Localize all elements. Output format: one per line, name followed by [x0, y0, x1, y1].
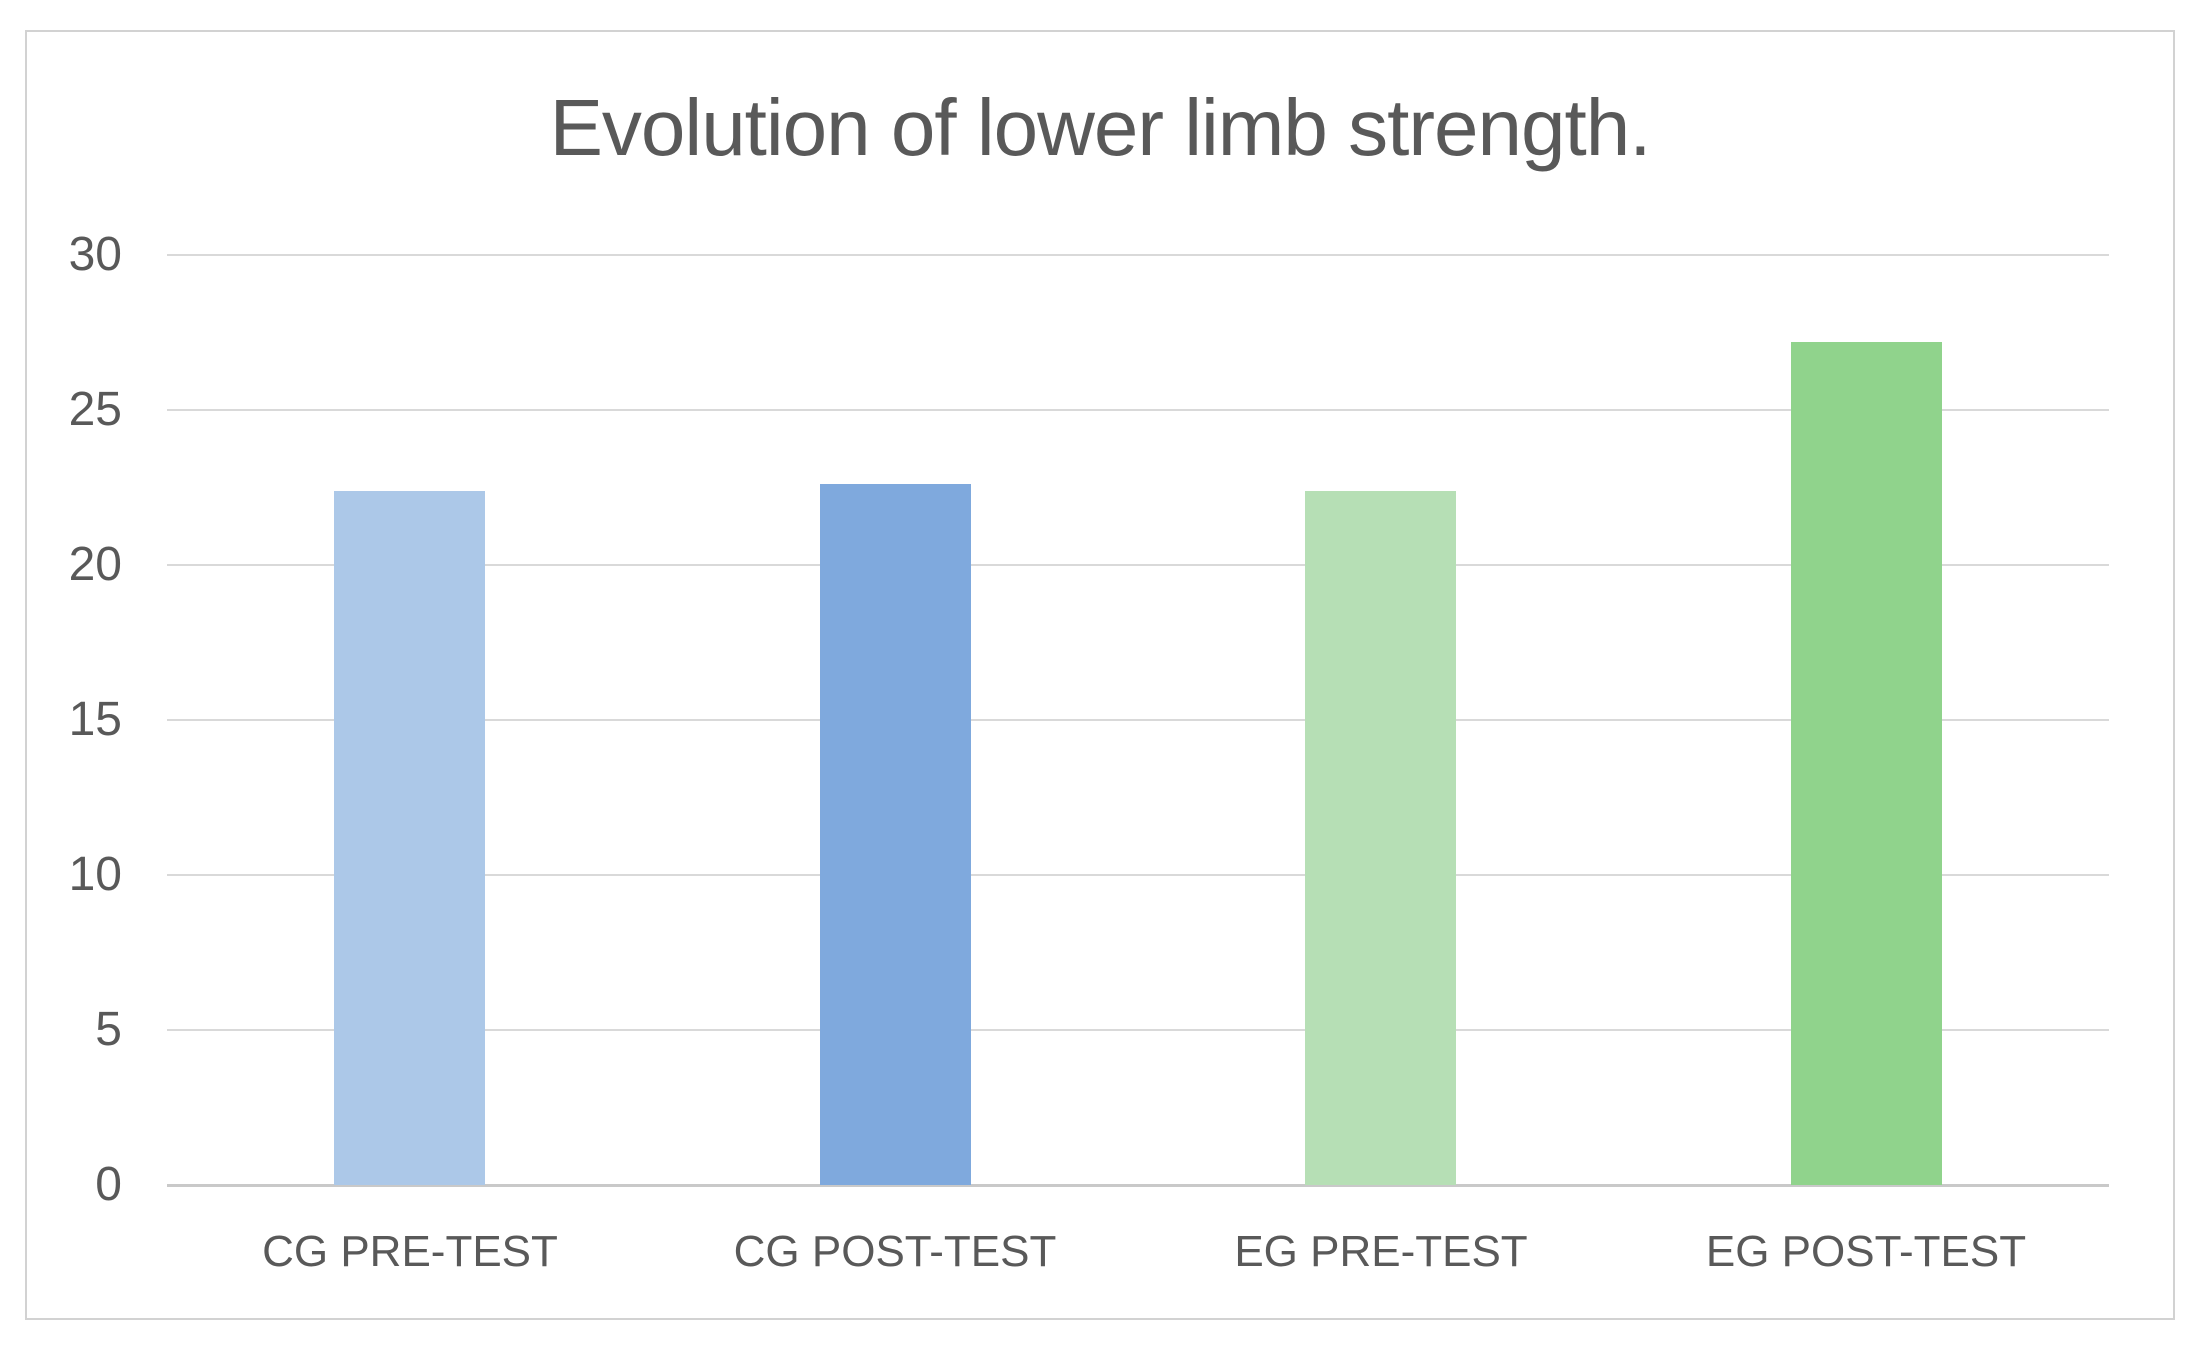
y-gridline-5 — [167, 1029, 2109, 1031]
x-axis-category-label-cg-post-test: CG POST-TEST — [733, 1227, 1057, 1276]
y-axis-tick-label-20: 20 — [68, 538, 122, 591]
y-axis-tick-label-30: 30 — [68, 228, 122, 281]
bar-cg-post-test — [820, 484, 971, 1185]
y-gridline-20 — [167, 564, 2109, 566]
x-axis-category-label-eg-post-test: EG POST-TEST — [1705, 1227, 2027, 1276]
bar-cg-pre-test — [334, 491, 485, 1185]
y-gridline-25 — [167, 409, 2109, 411]
x-axis-baseline — [167, 1184, 2109, 1187]
bar-eg-pre-test — [1305, 491, 1456, 1185]
x-axis-category-label-eg-pre-test: EG PRE-TEST — [1234, 1227, 1528, 1276]
y-axis-tick-label-0: 0 — [95, 1158, 122, 1211]
y-gridline-10 — [167, 874, 2109, 876]
chart-title: Evolution of lower limb strength. — [549, 83, 1652, 172]
y-axis-tick-label-10: 10 — [68, 848, 122, 901]
y-axis-tick-label-25: 25 — [68, 383, 122, 436]
bar-eg-post-test — [1791, 342, 1942, 1185]
y-axis-tick-label-5: 5 — [95, 1003, 122, 1056]
y-axis-tick-label-15: 15 — [68, 693, 122, 746]
y-gridline-30 — [167, 254, 2109, 256]
y-gridline-15 — [167, 719, 2109, 721]
x-axis-category-label-cg-pre-test: CG PRE-TEST — [262, 1227, 558, 1276]
